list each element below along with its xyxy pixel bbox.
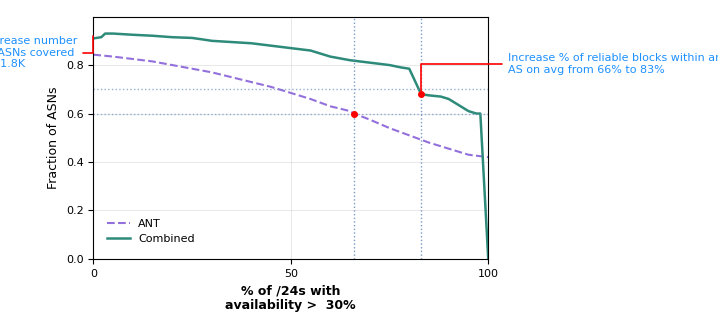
Combined: [109, 32, 118, 36]
ANT: [464, 153, 472, 157]
Combined: [476, 112, 485, 116]
ANT: [365, 118, 374, 122]
Text: Increase % of reliable blocks within an
AS on avg from 66% to 83%: Increase % of reliable blocks within an …: [421, 53, 718, 91]
ANT: [148, 59, 157, 63]
Combined: [397, 65, 406, 69]
ANT: [227, 75, 236, 79]
ANT: [444, 147, 453, 151]
ANT: [326, 104, 335, 108]
Combined: [416, 92, 425, 96]
Combined: [306, 48, 314, 52]
Combined: [365, 61, 374, 65]
ANT: [129, 57, 137, 61]
Combined: [148, 34, 157, 38]
ANT: [188, 67, 197, 71]
ANT: [109, 54, 118, 58]
ANT: [346, 109, 355, 113]
Combined: [200, 38, 208, 42]
Combined: [129, 33, 137, 37]
ANT: [306, 97, 314, 101]
X-axis label: % of /24s with
availability >  30%: % of /24s with availability > 30%: [225, 284, 356, 312]
ANT: [266, 85, 275, 89]
ANT: [89, 53, 98, 57]
Combined: [385, 63, 393, 67]
Combined: [247, 41, 256, 45]
Combined: [208, 39, 216, 43]
Line: ANT: ANT: [93, 55, 488, 157]
Combined: [472, 112, 481, 116]
Combined: [89, 37, 98, 41]
Text: Increase number
of ASNs covered
by 1.8K: Increase number of ASNs covered by 1.8K: [0, 36, 93, 69]
Combined: [188, 36, 197, 40]
Y-axis label: Fraction of ASNs: Fraction of ASNs: [47, 87, 60, 189]
Combined: [227, 40, 236, 44]
Combined: [168, 35, 177, 39]
Combined: [266, 44, 275, 48]
Combined: [101, 32, 109, 36]
Combined: [286, 46, 295, 50]
ANT: [247, 80, 256, 84]
Combined: [484, 257, 493, 261]
Combined: [346, 58, 355, 62]
Combined: [425, 93, 434, 97]
Combined: [405, 67, 414, 71]
Combined: [437, 95, 445, 99]
Combined: [318, 52, 327, 56]
Legend: ANT, Combined: ANT, Combined: [103, 214, 200, 249]
ANT: [168, 63, 177, 67]
Combined: [326, 54, 335, 58]
ANT: [484, 155, 493, 159]
ANT: [405, 133, 414, 137]
ANT: [385, 126, 393, 130]
Combined: [97, 35, 106, 39]
ANT: [208, 70, 216, 74]
Line: Combined: Combined: [93, 34, 488, 259]
ANT: [425, 141, 434, 145]
Combined: [444, 97, 453, 101]
ANT: [286, 91, 295, 95]
ANT: [350, 112, 358, 116]
Combined: [464, 109, 472, 113]
